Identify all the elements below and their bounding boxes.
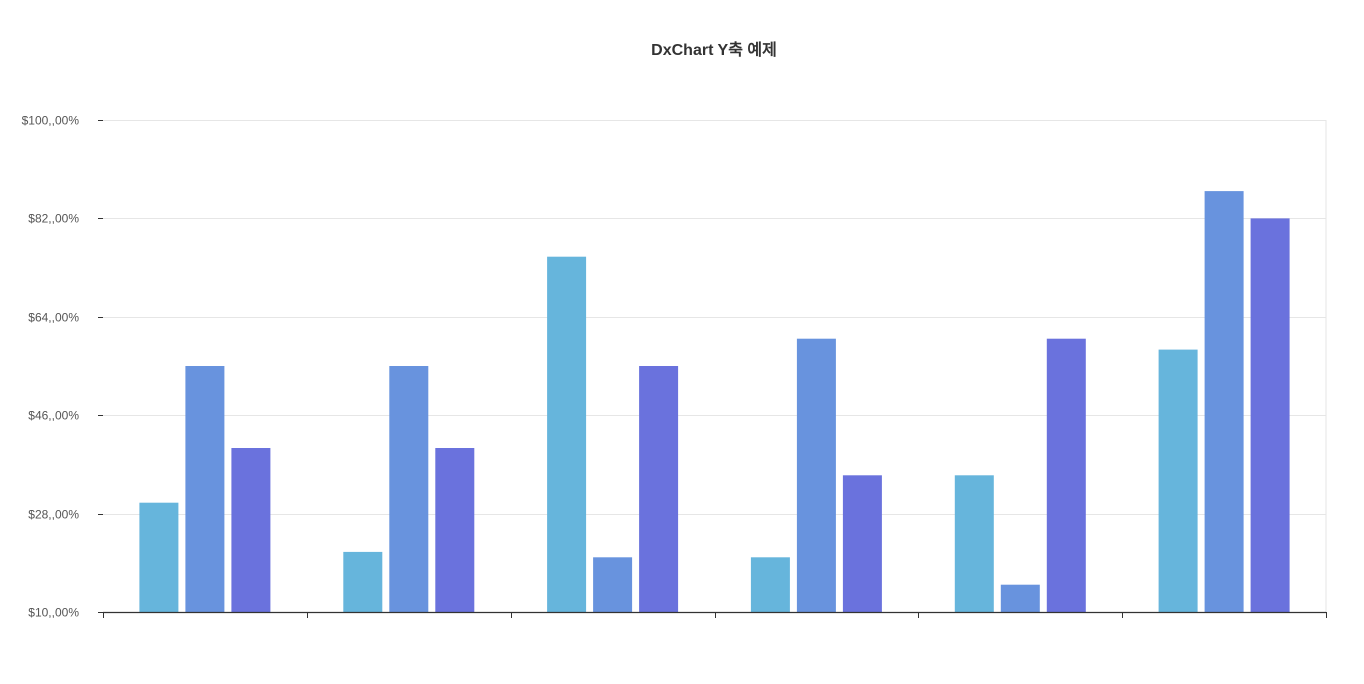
gridlines <box>103 120 1327 612</box>
bar <box>954 475 994 612</box>
bar <box>1250 218 1290 612</box>
bar <box>231 448 271 612</box>
y-tick-label: $64,,00% <box>28 311 79 325</box>
bar <box>343 551 383 612</box>
bar <box>639 366 679 612</box>
y-tick-label: $46,,00% <box>28 409 79 423</box>
bar <box>593 557 633 612</box>
bars <box>139 191 1290 612</box>
bar <box>435 448 475 612</box>
bar <box>796 338 836 612</box>
bar <box>750 557 790 612</box>
y-tick-label: $10,,00% <box>28 606 79 620</box>
bar <box>1204 191 1244 612</box>
bar <box>842 475 882 612</box>
bar <box>547 256 587 612</box>
bar <box>389 366 429 612</box>
bar <box>1046 338 1086 612</box>
axes: $10,,00% $28,,00% $46,,00% $64,,00% $82,,00%… <box>22 114 1327 620</box>
y-tick-label: $82,,00% <box>28 212 79 226</box>
bar <box>1000 584 1040 612</box>
bar <box>139 502 179 612</box>
bar <box>1158 349 1198 612</box>
bar <box>185 366 225 612</box>
y-tick-label: $100,,00% <box>22 114 80 128</box>
chart-title: DxChart Y축 예제 <box>651 41 777 59</box>
y-tick-label: $28,,00% <box>28 508 79 522</box>
